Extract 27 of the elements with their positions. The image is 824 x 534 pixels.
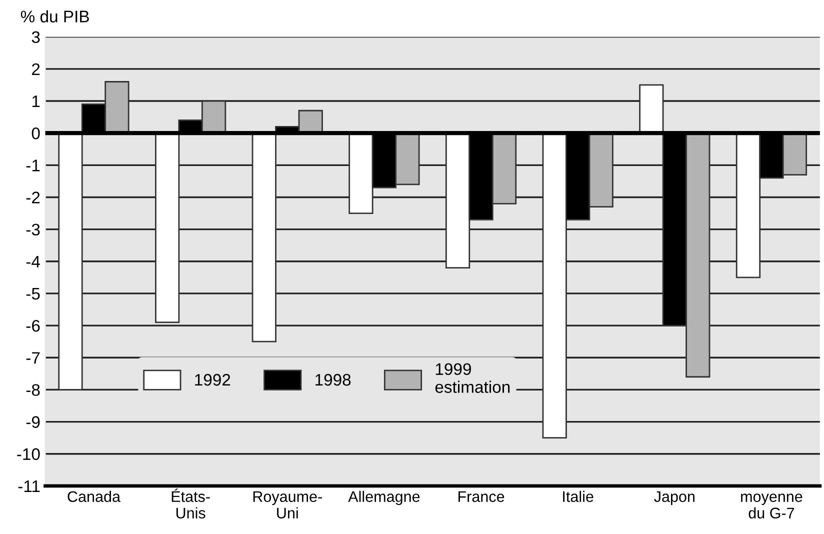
y-axis-title: % du PIB <box>20 10 89 22</box>
x-tick-label: Canada <box>68 490 120 502</box>
x-tick-label: moyenne du G-7 <box>741 494 802 518</box>
y-tick-label: -8 <box>26 384 40 396</box>
y-tick-label: 1 <box>32 96 40 108</box>
y-tick-label: -3 <box>26 224 40 236</box>
y-tick-label: -4 <box>26 256 40 268</box>
y-tick-label: -1 <box>26 160 40 172</box>
y-tick-label: 3 <box>32 31 40 44</box>
x-tick-label: États- Unis <box>172 488 210 518</box>
x-tick-label: France <box>458 491 504 502</box>
x-tick-label: Royaume- Uni <box>253 491 322 518</box>
y-tick-label: -7 <box>26 352 40 364</box>
y-tick-label: -2 <box>26 192 40 204</box>
y-tick-label: 2 <box>32 63 40 75</box>
x-tick-label: Italie <box>563 490 594 502</box>
y-tick-label: 0 <box>32 127 40 140</box>
legend-label: 1992 <box>195 374 230 386</box>
x-tick-label: Japon <box>654 491 694 506</box>
legend-label: 1998 <box>316 374 351 386</box>
y-tick-label: -11 <box>18 480 40 492</box>
x-tick-label: Allemagne <box>348 490 420 506</box>
y-tick-label: -10 <box>17 448 40 460</box>
legend-label: 1999 estimation <box>435 363 510 393</box>
y-tick-label: -9 <box>26 416 40 428</box>
y-tick-label: -5 <box>26 288 40 300</box>
y-tick-label: -6 <box>26 320 40 332</box>
